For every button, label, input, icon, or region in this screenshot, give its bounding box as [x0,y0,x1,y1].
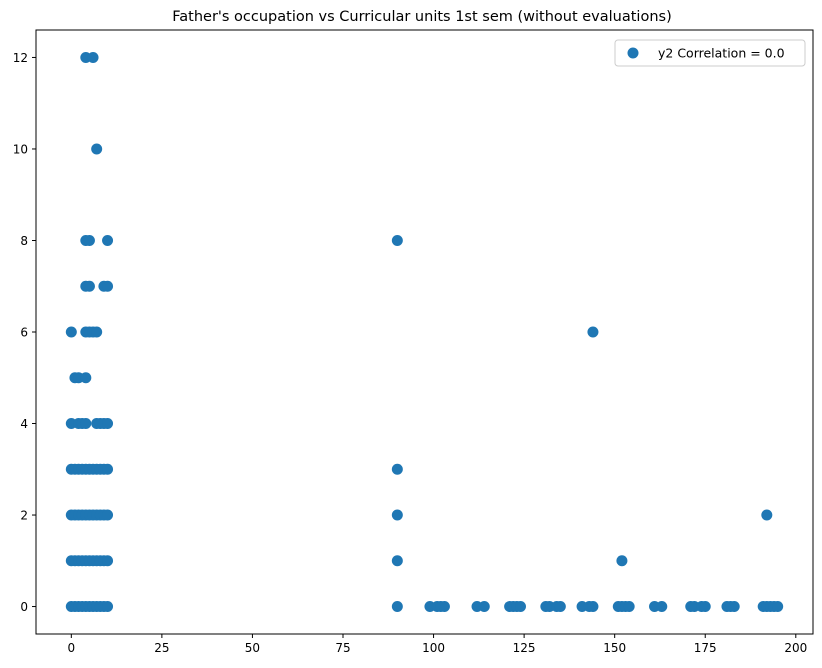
scatter-point [87,51,99,63]
axes-frame [35,29,814,635]
x-tick-label: 0 [67,641,75,655]
scatter-point [83,280,95,292]
y-tick-label: 6 [20,326,28,340]
scatter-point [80,372,92,384]
x-tick-label: 75 [335,641,350,655]
scatter-point [391,234,403,246]
legend-marker [627,47,639,59]
scatter-point [102,601,114,613]
legend: y2 Correlation = 0.0 [614,39,806,67]
scatter-point [91,326,103,338]
scatter-point [772,601,784,613]
scatter-point [102,418,114,430]
x-tick-label: 150 [603,641,626,655]
x-tick-label: 175 [694,641,717,655]
x-tick-label: 50 [245,641,260,655]
x-tick-label: 125 [513,641,536,655]
scatter-point [554,601,566,613]
y-tick-label: 4 [20,417,28,431]
y-tick-label: 0 [20,600,28,614]
axes: 0 25 50 75 100 125 150 175 200 0 2 4 6 8 10 12 [13,29,814,655]
scatter-point [83,234,95,246]
chart-title: Father's occupation vs Curricular units … [172,9,671,25]
scatter-point [391,509,403,521]
scatter-point [102,463,114,475]
scatter-point [438,601,450,613]
scatter-point [391,463,403,475]
scatter-point [656,601,668,613]
legend-label: y2 Correlation = 0.0 [658,46,785,61]
scatter-point [761,509,773,521]
scatter-point [102,509,114,521]
scatter-point [699,601,711,613]
x-tick-label: 100 [422,641,445,655]
scatter-point [391,601,403,613]
x-tick-label: 25 [154,641,169,655]
scatter-point [65,326,77,338]
scatter-point [728,601,740,613]
scatter-point [514,601,526,613]
scatter-point [102,234,114,246]
x-tick-label: 200 [784,641,807,655]
y-tick-label: 2 [20,509,28,523]
y-tick-label: 10 [13,142,28,156]
scatter-point [80,418,92,430]
scatter-point [616,555,628,567]
y-tick-label: 8 [20,234,28,248]
scatter-point [102,280,114,292]
legend-frame [614,39,806,67]
scatter-point [623,601,635,613]
scatter-point [478,601,490,613]
scatter-point [587,601,599,613]
scatter-point [587,326,599,338]
plot-area [65,51,784,613]
scatter-point [102,555,114,567]
scatter-point [91,143,103,155]
y-tick-label: 12 [13,51,28,65]
scatter-point [391,555,403,567]
